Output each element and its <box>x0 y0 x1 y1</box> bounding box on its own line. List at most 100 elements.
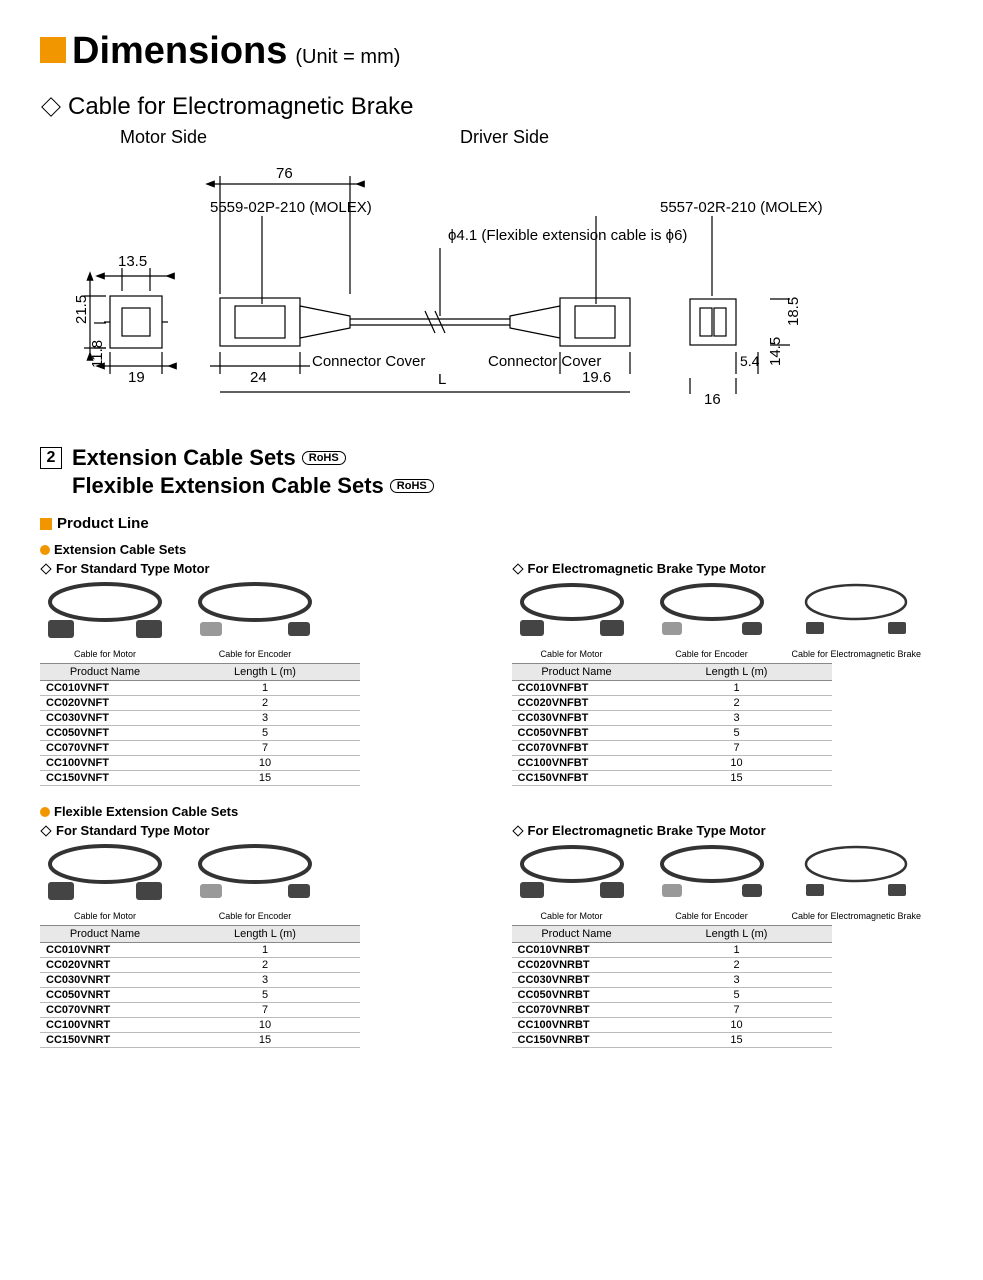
cable-motor-icon <box>40 582 170 642</box>
svg-text:21.5: 21.5 <box>73 295 90 324</box>
std-motor-column: For Standard Type Motor Cable for Motor … <box>40 557 472 786</box>
for-std-label: For Standard Type Motor <box>56 561 210 576</box>
title-row: Dimensions (Unit = mm) <box>40 30 943 73</box>
table-row: CC010VNFBT1 <box>512 681 832 696</box>
table-row: CC030VNFBT3 <box>512 711 832 726</box>
svg-text:19: 19 <box>128 369 145 386</box>
table-row: CC150VNFBT15 <box>512 771 832 786</box>
cable-motor-icon <box>40 844 170 904</box>
motor-side-label: Motor Side <box>120 127 460 148</box>
table-row: CC020VNFT2 <box>40 696 360 711</box>
product-line-heading: Product Line <box>40 515 943 532</box>
table-row: CC100VNFT10 <box>40 756 360 771</box>
svg-text:24: 24 <box>250 369 267 386</box>
cable-section-title: Cable for Electromagnetic Brake <box>68 93 414 121</box>
orange-dot-icon <box>40 807 50 817</box>
table-row: CC010VNFT1 <box>40 681 360 696</box>
flex-sets-heading: Flexible Extension Cable Sets <box>40 804 943 819</box>
vnft-table: Product NameLength L (m)CC010VNFT1CC020V… <box>40 663 360 786</box>
svg-text:19.6: 19.6 <box>582 369 611 386</box>
svg-text:Connector Cover: Connector Cover <box>488 353 601 370</box>
std-motor-column-flex: For Standard Type Motor Cable for Motor … <box>40 819 472 1048</box>
svg-text:76: 76 <box>276 165 293 182</box>
cable-images-row: Cable for Motor Cable for Encoder <box>40 844 472 921</box>
cable-section-heading: Cable for Electromagnetic Brake <box>40 93 943 121</box>
diamond-icon <box>41 97 61 117</box>
orange-dot-icon <box>40 545 50 555</box>
cable-motor-icon <box>512 582 632 642</box>
cable-images-row: Cable for Motor Cable for Encoder Cable … <box>512 582 944 659</box>
svg-text:18.5: 18.5 <box>785 297 802 326</box>
rohs-badge: RoHS <box>302 451 346 465</box>
section-2-heading-line2: Flexible Extension Cable Sets RoHS <box>72 473 943 499</box>
cable-emb-icon <box>796 582 916 642</box>
for-emb-label: For Electromagnetic Brake Type Motor <box>528 823 766 838</box>
svg-text:14.5: 14.5 <box>767 337 784 366</box>
cable-encoder-icon <box>652 582 772 642</box>
svg-text:5559-02P-210 (MOLEX): 5559-02P-210 (MOLEX) <box>210 199 372 216</box>
table-row: CC070VNRT7 <box>40 1003 360 1018</box>
cable-images-row: Cable for Motor Cable for Encoder <box>40 582 472 659</box>
table-row: CC020VNFBT2 <box>512 696 832 711</box>
table-row: CC070VNFBT7 <box>512 741 832 756</box>
emb-motor-column-flex: For Electromagnetic Brake Type Motor Cab… <box>512 819 944 1048</box>
table-row: CC050VNFT5 <box>40 726 360 741</box>
for-std-label: For Standard Type Motor <box>56 823 210 838</box>
svg-text:11.8: 11.8 <box>89 340 106 368</box>
sec2-title-1: Extension Cable Sets <box>72 445 296 471</box>
cable-encoder-icon <box>190 582 320 642</box>
table-row: CC050VNRT5 <box>40 988 360 1003</box>
table-row: CC050VNRBT5 <box>512 988 832 1003</box>
table-row: CC030VNFT3 <box>40 711 360 726</box>
table-row: CC020VNRBT2 <box>512 958 832 973</box>
svg-text:16: 16 <box>704 391 721 408</box>
unit-label: (Unit = mm) <box>295 46 400 69</box>
svg-text:ϕ4.1 (Flexible extension cable: ϕ4.1 (Flexible extension cable is ϕ6) <box>448 227 687 244</box>
table-row: CC070VNFT7 <box>40 741 360 756</box>
flex-sets-label: Flexible Extension Cable Sets <box>54 804 238 819</box>
cable-motor-icon <box>512 844 632 904</box>
table-row: CC070VNRBT7 <box>512 1003 832 1018</box>
table-row: CC100VNRBT10 <box>512 1018 832 1033</box>
vnrt-table: Product NameLength L (m)CC010VNRT1CC020V… <box>40 925 360 1048</box>
orange-square-icon <box>40 518 52 530</box>
page-title: Dimensions <box>72 30 287 73</box>
svg-text:Connector Cover: Connector Cover <box>312 353 425 370</box>
cable-encoder-icon <box>190 844 320 904</box>
diamond-icon <box>40 563 51 574</box>
table-row: CC010VNRT1 <box>40 943 360 958</box>
ext-sets-label: Extension Cable Sets <box>54 542 186 557</box>
driver-side-label: Driver Side <box>460 127 549 148</box>
table-row: CC030VNRT3 <box>40 973 360 988</box>
svg-text:13.5: 13.5 <box>118 253 147 270</box>
side-labels: Motor Side Driver Side <box>120 127 943 148</box>
cable-diagram: 13.5 21.5 11.8 19 76 5559-02P-210 (MOLEX… <box>40 156 943 421</box>
vnfbt-table: Product NameLength L (m)CC010VNFBT1CC020… <box>512 663 832 786</box>
table-row: CC030VNRBT3 <box>512 973 832 988</box>
svg-text:5.4: 5.4 <box>740 353 760 369</box>
section-number: 2 <box>40 447 62 469</box>
cable-images-row: Cable for Motor Cable for Encoder Cable … <box>512 844 944 921</box>
section-2-heading: 2 Extension Cable Sets RoHS <box>40 445 943 471</box>
product-line-label: Product Line <box>57 515 149 532</box>
diamond-icon <box>512 825 523 836</box>
orange-square-icon <box>40 37 66 63</box>
diamond-icon <box>512 563 523 574</box>
table-row: CC100VNFBT10 <box>512 756 832 771</box>
table-row: CC150VNRT15 <box>40 1033 360 1048</box>
svg-text:5557-02R-210 (MOLEX): 5557-02R-210 (MOLEX) <box>660 199 823 216</box>
table-row: CC150VNFT15 <box>40 771 360 786</box>
table-row: CC150VNRBT15 <box>512 1033 832 1048</box>
diamond-icon <box>40 825 51 836</box>
table-row: CC010VNRBT1 <box>512 943 832 958</box>
ext-sets-heading: Extension Cable Sets <box>40 542 943 557</box>
table-row: CC020VNRT2 <box>40 958 360 973</box>
vnrbt-table: Product NameLength L (m)CC010VNRBT1CC020… <box>512 925 832 1048</box>
cable-encoder-icon <box>652 844 772 904</box>
for-emb-label: For Electromagnetic Brake Type Motor <box>528 561 766 576</box>
cable-emb-icon <box>796 844 916 904</box>
table-row: CC100VNRT10 <box>40 1018 360 1033</box>
sec2-title-2: Flexible Extension Cable Sets <box>72 473 384 499</box>
svg-text:L: L <box>438 371 446 388</box>
rohs-badge: RoHS <box>390 479 434 493</box>
